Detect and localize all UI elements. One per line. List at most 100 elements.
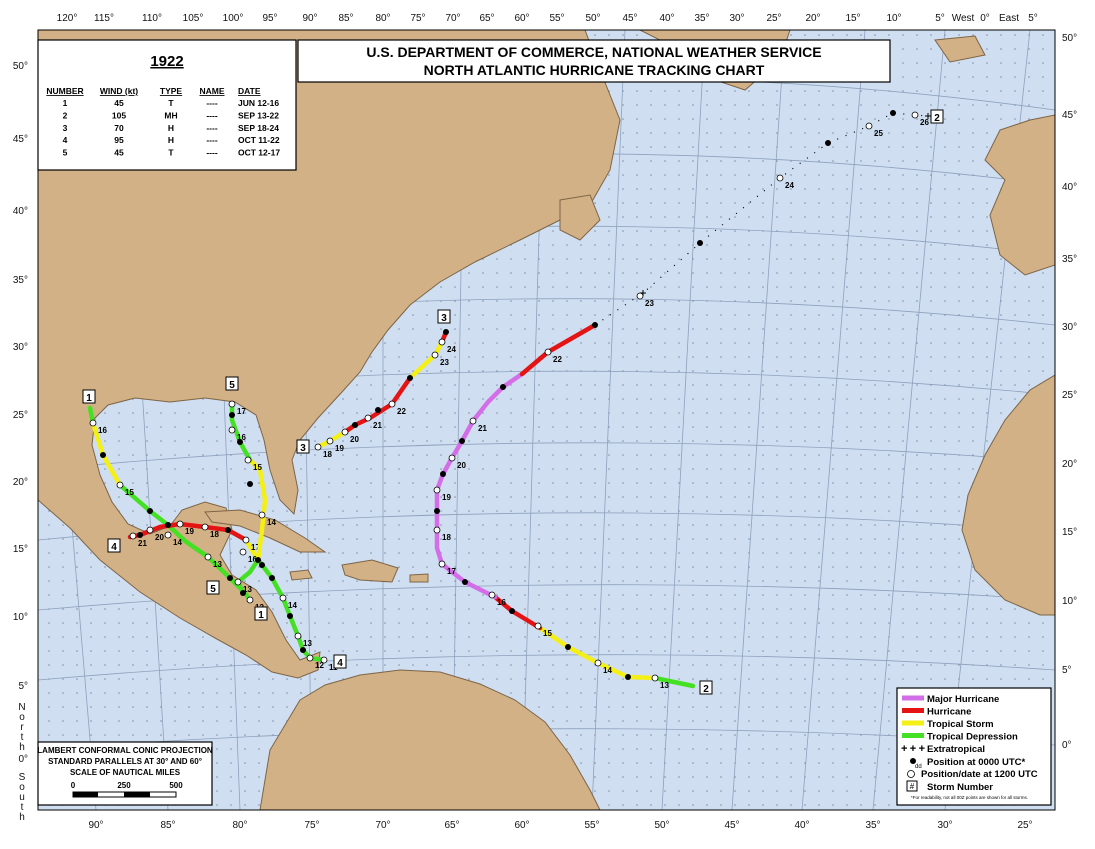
scale-bar [72,791,177,798]
lon-label: 40° [794,820,809,831]
position-00z [565,644,571,650]
table-cell: MH [164,110,177,120]
lat-label: 45° [1062,110,1077,121]
date-label: 26 [920,118,929,127]
storm-tracks: 1615141312111314151617181920212223242526… [82,109,944,695]
lon-label: 10° [886,13,901,24]
position-12z [544,348,552,356]
lon-label: 50° [654,820,669,831]
date-label: 17 [251,543,260,552]
position-00z [352,422,358,428]
lon-label: 30° [729,13,744,24]
date-label: 14 [267,518,276,527]
position-00z [227,575,233,581]
lon-label: 45° [622,13,637,24]
lon-label: 70° [445,13,460,24]
header-box [297,39,891,83]
lon-label: 120° [57,13,78,24]
date-label: 19 [442,493,451,502]
lat-label: 30° [13,342,28,353]
legend-symbol: # [910,782,915,791]
storm-number-box [107,538,121,553]
table-cell: ---- [206,98,217,108]
date-label: 14 [173,538,182,547]
position-12z [438,560,446,568]
position-12z [242,536,250,544]
table-cell: SEP 18-24 [238,123,279,133]
position-00z [269,575,275,581]
legend-label: Tropical Storm [927,719,994,730]
lon-label: 95° [262,13,277,24]
jamaica [289,569,313,581]
season-box [37,39,297,171]
date-label: 16 [248,555,257,564]
storm-number-box [333,654,347,669]
position-00z [443,329,449,335]
date-label: 19 [185,527,194,536]
position-12z [636,292,644,300]
lat-label: 25° [1062,390,1077,401]
table-cell: OCT 12-17 [238,148,280,158]
storm-number-box [699,680,713,695]
table-cell: 45 [114,98,124,108]
extratropical-cross [925,113,931,119]
legend-open-dot [907,770,915,778]
legend-label: Position at 0000 UTC* [927,757,1025,768]
position-12z [146,526,154,534]
position-12z [651,674,659,682]
lat-label: 20° [1062,459,1077,470]
position-12z [244,456,252,464]
legend-label: Extratropical [927,744,985,755]
scale-label: 500 [169,781,183,790]
position-00z [440,471,446,477]
axis-labels: 120° 115° 110° 105° 100° 95° 90° 85° 80° 75° 70° 65… [13,13,1077,831]
column-header: WIND (kt) [100,86,138,96]
lon-label: 80° [375,13,390,24]
position-12z [388,400,396,408]
position-00z [255,557,261,563]
lat-label: 5° [18,681,28,692]
position-12z [911,111,919,119]
iceland [934,35,986,63]
lon-label: 110° [142,13,162,24]
position-12z [341,428,349,436]
date-label: 23 [440,358,449,367]
date-label: 16 [237,433,246,442]
position-00z [592,322,598,328]
position-12z [448,454,456,462]
position-00z [240,590,246,596]
storm-number: 1 [258,610,264,621]
date-label: 25 [874,129,883,138]
table-cell: ---- [206,110,217,120]
legend-box-symbol [906,780,918,792]
position-12z [488,591,496,599]
legend-label: Position/date at 1200 UTC [921,769,1038,780]
storm-number: 5 [210,584,216,595]
date-label: 16 [497,598,506,607]
lon-label: 65° [444,820,459,831]
date-label: 18 [442,533,451,542]
date-label: 15 [253,463,262,472]
position-12z [116,481,124,489]
table-cell: 3 [63,123,68,133]
lon-label: 85° [160,820,175,831]
lat-label: 40° [1062,182,1077,193]
position-12z [776,174,784,182]
projection-box [37,741,213,806]
position-00z [247,481,253,487]
storm-number-box [206,580,220,595]
lat-label: 35° [13,275,28,286]
lon-label: 45° [724,820,739,831]
table-cell: OCT 11-22 [238,135,280,145]
position-12z [204,553,212,561]
position-00z [500,384,506,390]
lon-label: 90° [88,820,103,831]
europe [984,114,1055,276]
position-12z [306,654,314,662]
projection-text: LAMBERT CONFORMAL CONIC PROJECTION [37,746,213,755]
lon-label: 60° [514,13,529,24]
storm-number-box [296,439,310,454]
